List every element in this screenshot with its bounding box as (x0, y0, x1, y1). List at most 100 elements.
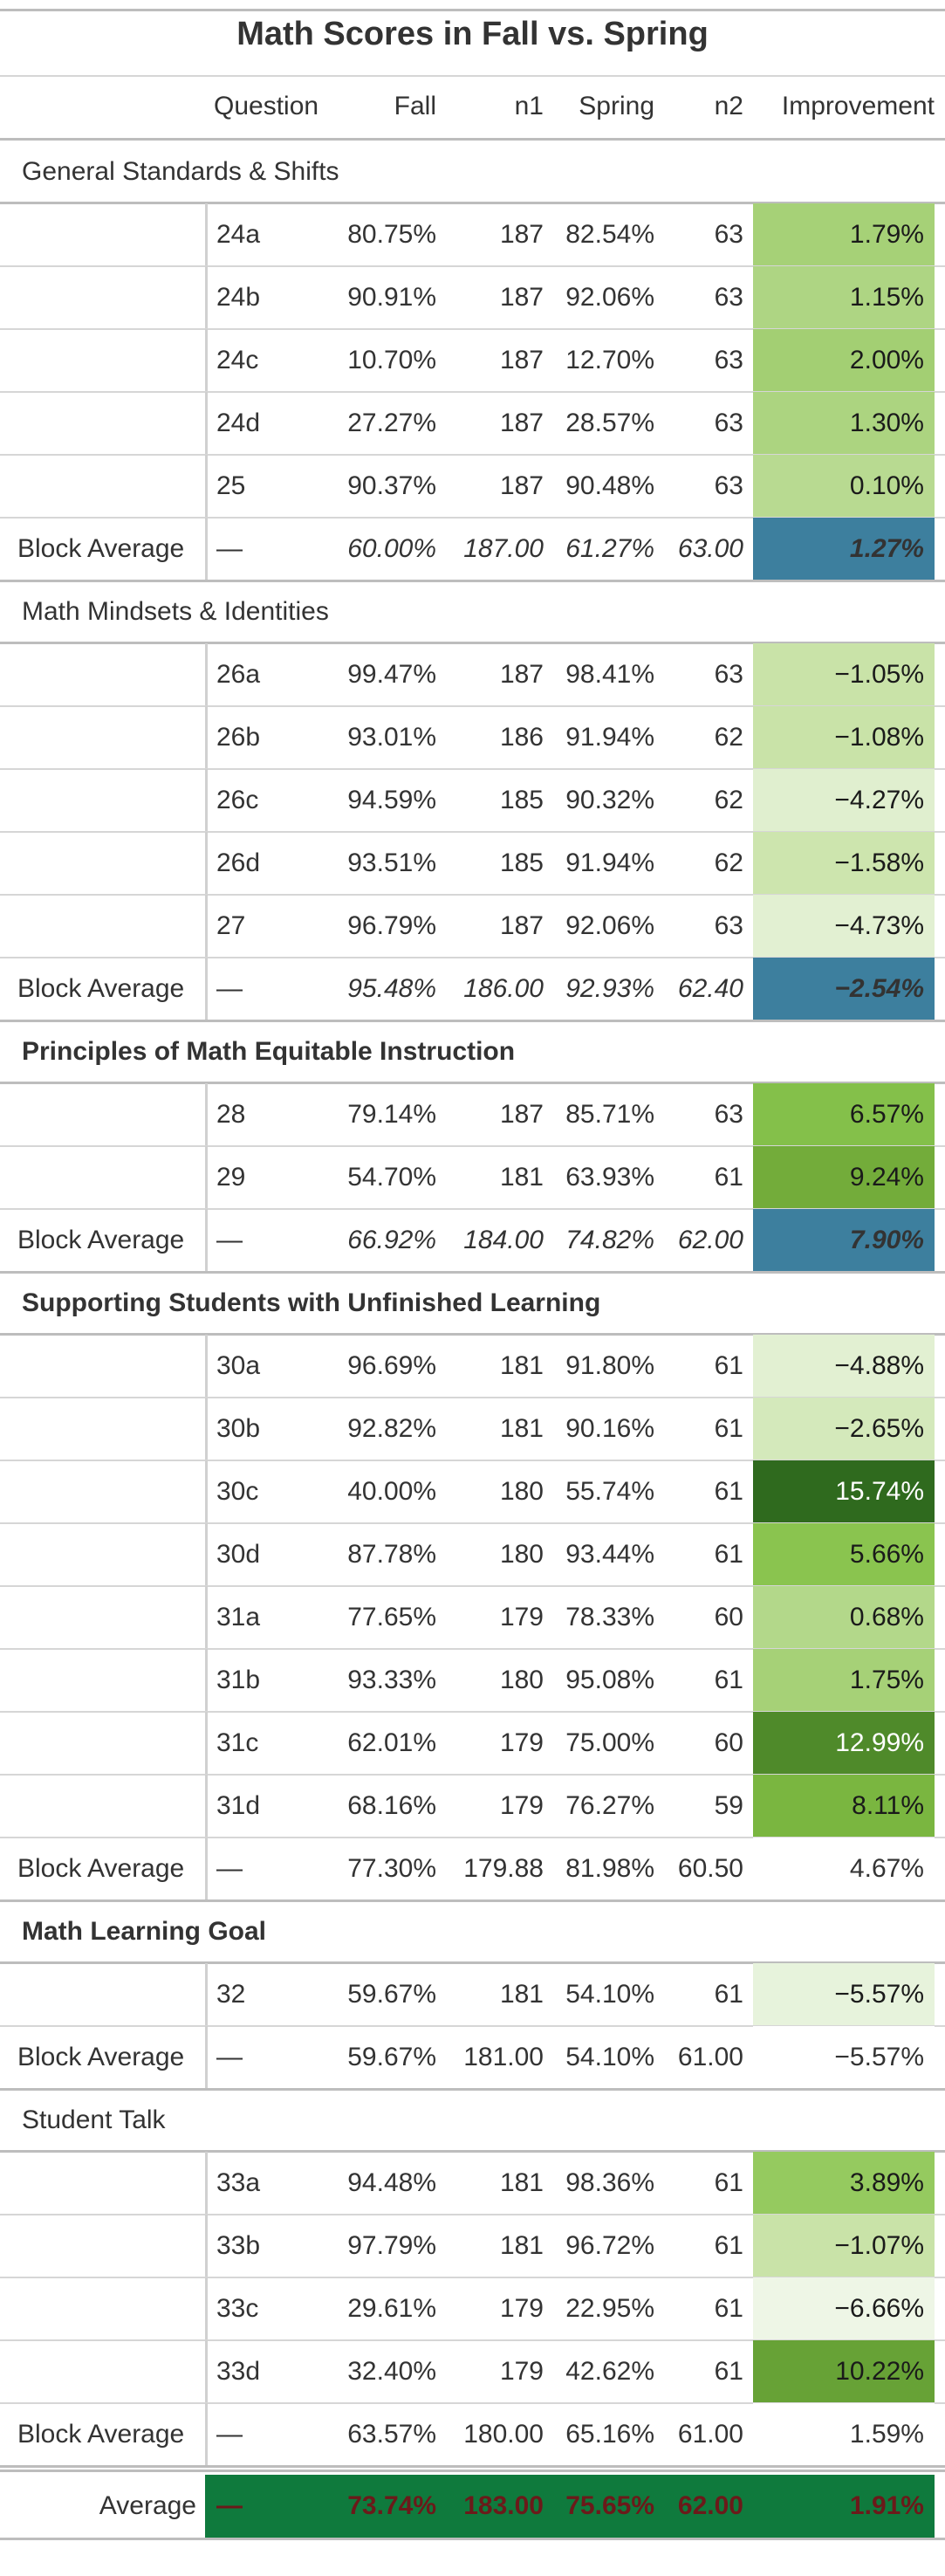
cell-n2: 61 (714, 1477, 743, 1506)
cell-improvement: 1.75% (753, 1649, 935, 1712)
cell-n2: 61 (714, 2294, 743, 2323)
cell-n1: 187 (499, 346, 544, 374)
cell-improvement: 12.99% (753, 1712, 935, 1775)
stub-divider (205, 1335, 208, 1398)
cell-question: 33d (216, 2357, 261, 2386)
grand-average-row: Average — 73.74% 183.00 75.65% 62.00 1.91% (0, 2475, 945, 2538)
cell-question: — (216, 1854, 243, 1883)
row-rule (0, 2402, 945, 2404)
cell-n1: 187 (499, 220, 544, 249)
row-rule (0, 1208, 945, 1210)
table-row: 24c 10.70% 187 12.70% 63 2.00% (0, 329, 945, 392)
cell-n1: 181 (499, 2231, 544, 2260)
table-row: 33b 97.79% 181 96.72% 61 −1.07% (0, 2215, 945, 2277)
group-rule (0, 1961, 945, 1964)
cell-n2: 61 (714, 1414, 743, 1443)
row-rule (0, 1711, 945, 1713)
row-rule (0, 2214, 945, 2215)
stub-divider (205, 706, 208, 769)
col-header-question: Question (214, 92, 319, 120)
cell-fall: 79.14% (347, 1100, 436, 1129)
cell-question: 33c (216, 2294, 259, 2323)
cell-question: 33a (216, 2168, 261, 2197)
cell-question: 26b (216, 723, 261, 752)
cell-n2: 62 (714, 848, 743, 877)
cell-improvement: −1.58% (753, 832, 935, 895)
cell-n2: 61 (714, 2231, 743, 2260)
stub-divider (205, 2403, 208, 2466)
col-header-n2: n2 (714, 92, 743, 120)
table-row: 31b 93.33% 180 95.08% 61 1.75% (0, 1649, 945, 1712)
stub-divider (205, 1775, 208, 1838)
cell-improvement: 1.30% (753, 392, 935, 455)
row-rule (0, 894, 945, 896)
cell-fall: 90.37% (347, 471, 436, 500)
cell-n2: 63 (714, 911, 743, 940)
cell-question: — (216, 974, 243, 1003)
row-label: Block Average (17, 1226, 185, 1254)
group-heading: Math Learning Goal (22, 1917, 267, 1946)
cell-n1: 179 (499, 1791, 544, 1820)
group-rule (0, 642, 945, 644)
group-heading: General Standards & Shifts (22, 157, 339, 186)
block-rule (0, 1020, 945, 1022)
cell-question: 28 (216, 1100, 246, 1129)
row-label: Block Average (17, 974, 185, 1003)
cell-n2: 61.00 (677, 2043, 743, 2071)
cell-fall: 92.82% (347, 1414, 436, 1443)
cell-question: — (216, 1226, 243, 1254)
table-row: 26d 93.51% 185 91.94% 62 −1.58% (0, 832, 945, 895)
stub-divider (205, 1209, 208, 1272)
cell-fall: 66.92% (347, 1226, 436, 1254)
block-average-row: Block Average — 77.30% 179.88 81.98% 60.50 4.6… (0, 1838, 945, 1900)
cell-n1: 183.00 (463, 2491, 544, 2520)
group-rule (0, 202, 945, 204)
cell-spring: 92.06% (565, 283, 654, 312)
stub-divider (205, 266, 208, 329)
stub-divider (205, 2152, 208, 2215)
cell-improvement: −4.27% (753, 769, 935, 832)
cell-question: 26d (216, 848, 261, 877)
cell-n2: 60 (714, 1728, 743, 1757)
row-rule (0, 831, 945, 833)
row-rule (0, 391, 945, 393)
stub-divider (205, 329, 208, 392)
stub-divider (205, 2277, 208, 2340)
stub-divider (205, 455, 208, 518)
cell-spring: 91.94% (565, 723, 654, 752)
stub-divider (205, 1838, 208, 1900)
cell-spring: 98.41% (565, 660, 654, 689)
cell-fall: 87.78% (347, 1540, 436, 1569)
cell-improvement: 0.10% (753, 455, 935, 518)
cell-n2: 60 (714, 1603, 743, 1631)
cell-question: 29 (216, 1163, 246, 1192)
stub-divider (205, 1586, 208, 1649)
stub-divider (205, 203, 208, 266)
cell-spring: 91.80% (565, 1351, 654, 1380)
cell-question: 24c (216, 346, 259, 374)
stub-divider (205, 1712, 208, 1775)
cell-n2: 61 (714, 2357, 743, 2386)
cell-fall: 96.69% (347, 1351, 436, 1380)
block-average-row: Block Average — 66.92% 184.00 74.82% 62.00 7.9… (0, 1209, 945, 1272)
cell-spring: 93.44% (565, 1540, 654, 1569)
cell-fall: 77.30% (347, 1854, 436, 1883)
block-average-row: Block Average — 60.00% 187.00 61.27% 63.00 1.2… (0, 518, 945, 580)
block-average-row: Block Average — 63.57% 180.00 65.16% 61.00 1.5… (0, 2403, 945, 2466)
cell-spring: 98.36% (565, 2168, 654, 2197)
cell-fall: 32.40% (347, 2357, 436, 2386)
col-header-n1: n1 (514, 92, 544, 120)
cell-spring: 90.48% (565, 471, 654, 500)
table-row: 28 79.14% 187 85.71% 63 6.57% (0, 1083, 945, 1146)
cell-n2: 63.00 (677, 534, 743, 563)
cell-n1: 186 (499, 723, 544, 752)
cell-question: — (216, 2043, 243, 2071)
cell-n2: 62 (714, 786, 743, 814)
table-row: 26b 93.01% 186 91.94% 62 −1.08% (0, 706, 945, 769)
cell-spring: 92.06% (565, 911, 654, 940)
cell-fall: 93.33% (347, 1666, 436, 1694)
cell-n1: 187 (499, 471, 544, 500)
cell-fall: 77.65% (347, 1603, 436, 1631)
table-row: 30a 96.69% 181 91.80% 61 −4.88% (0, 1335, 945, 1398)
cell-n1: 179 (499, 1603, 544, 1631)
